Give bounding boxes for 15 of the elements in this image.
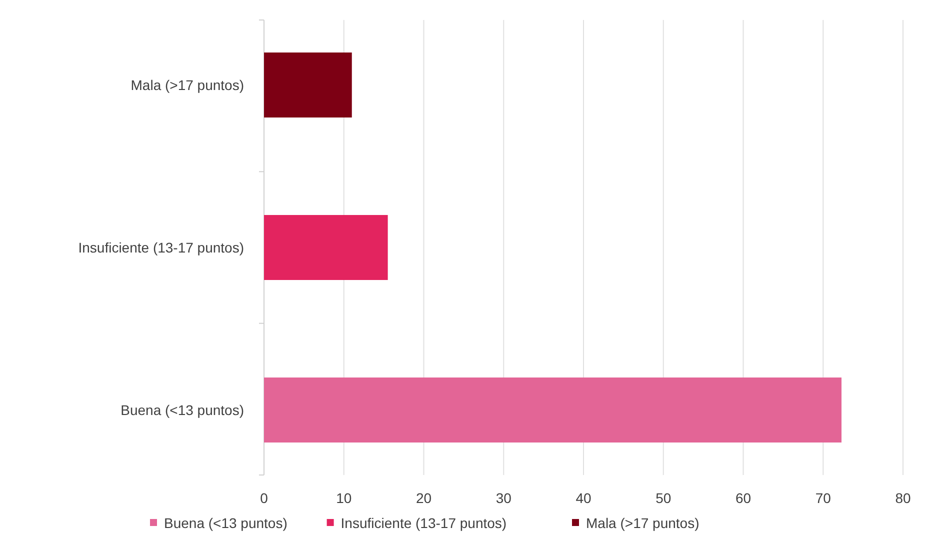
x-tick-label: 70 — [815, 490, 832, 506]
x-tick-label: 60 — [735, 490, 752, 506]
x-tick-label: 80 — [895, 490, 911, 506]
x-tick-label: 50 — [656, 490, 672, 506]
x-tick-label: 30 — [496, 490, 512, 506]
y-tick-label: Mala (>17 puntos) — [130, 76, 244, 93]
y-tick-label: Insuficiente (13-17 puntos) — [78, 239, 244, 256]
x-tick-label: 0 — [260, 490, 268, 506]
legend-label: Mala (>17 puntos) — [586, 514, 700, 531]
x-tick-label: 40 — [576, 490, 592, 506]
legend-label: Insuficiente (13-17 puntos) — [340, 514, 507, 531]
legend-label: Buena (<13 puntos) — [164, 514, 288, 531]
y-tick-label: Buena (<13 puntos) — [120, 402, 244, 418]
x-tick-label: 20 — [416, 490, 432, 506]
x-tick-label: 10 — [336, 490, 352, 506]
